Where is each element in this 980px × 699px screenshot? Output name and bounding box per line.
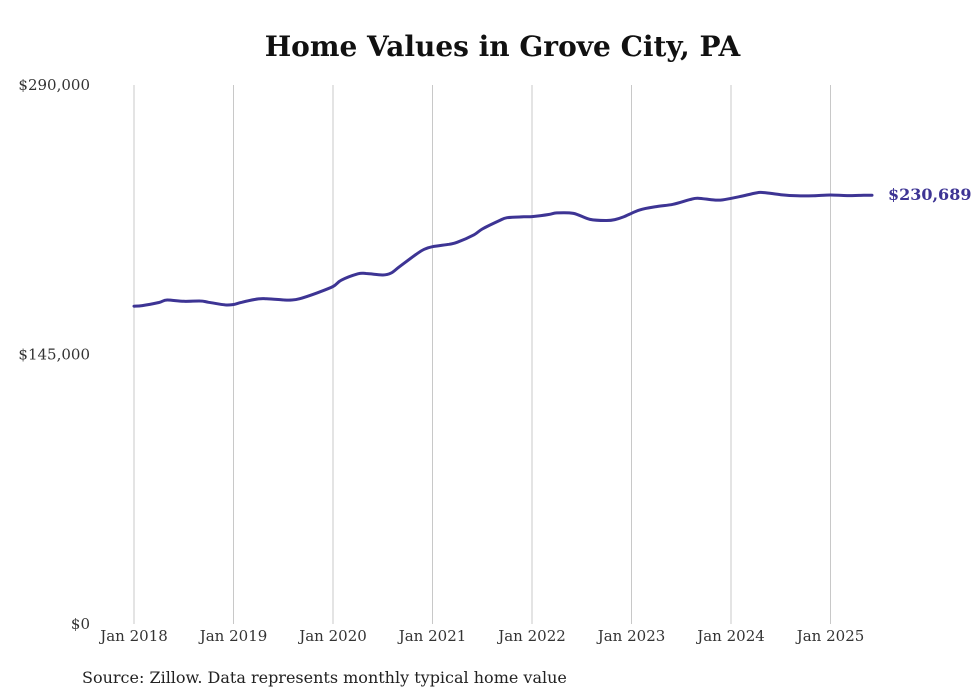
x-tick-label: Jan 2023 xyxy=(596,627,666,645)
end-value-label: $230,689 xyxy=(888,185,972,204)
chart-title: Home Values in Grove City, PA xyxy=(264,30,741,63)
x-tick-label: Jan 2019 xyxy=(198,627,268,645)
x-tick-label: Jan 2020 xyxy=(297,627,367,645)
x-tick-label: Jan 2025 xyxy=(795,627,865,645)
x-tick-label: Jan 2024 xyxy=(695,627,765,645)
y-tick-label: $145,000 xyxy=(18,346,90,364)
gridlines xyxy=(133,85,831,624)
y-tick-label: $290,000 xyxy=(18,76,90,94)
series-line xyxy=(132,190,874,308)
series-layer xyxy=(132,190,874,308)
x-tick-label: Jan 2022 xyxy=(496,627,566,645)
x-axis-tick-labels: Jan 2018 Jan 2019 Jan 2020 Jan 2021 Jan 2022… xyxy=(98,627,864,645)
y-axis-tick-labels: $0 $145,000 $290,000 xyxy=(18,76,90,633)
y-tick-label: $0 xyxy=(71,615,90,633)
source-note: Source: Zillow. Data represents monthly … xyxy=(82,668,567,687)
x-tick-label: Jan 2021 xyxy=(397,627,467,645)
x-tick-label: Jan 2018 xyxy=(98,627,168,645)
